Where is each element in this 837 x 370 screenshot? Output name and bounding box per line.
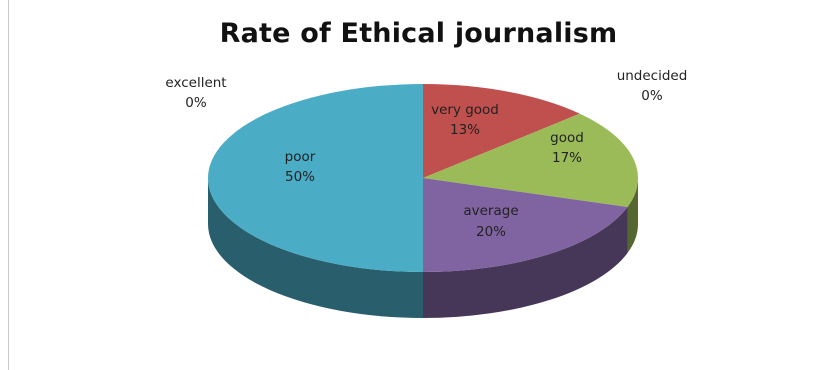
slice-value-undecided: 0% — [641, 88, 663, 104]
left-border-rule — [8, 0, 9, 370]
slice-label-very-good: very good — [431, 102, 499, 118]
pie-side-average — [423, 207, 628, 318]
slice-label-poor: poor — [285, 149, 316, 165]
slice-value-excellent: 0% — [185, 95, 207, 111]
slice-label-excellent: excellent — [165, 75, 226, 91]
pie-slice-average — [423, 178, 628, 272]
pie-side-walls — [208, 178, 638, 318]
pie-slice-good — [423, 113, 638, 208]
slice-label-average: average — [463, 203, 518, 219]
pie-side-poor — [208, 178, 423, 318]
slice-value-average: 20% — [476, 224, 506, 240]
chart-title: Rate of Ethical journalism — [219, 18, 618, 49]
slice-value-poor: 50% — [285, 169, 315, 185]
slice-value-very-good: 13% — [450, 122, 480, 138]
pie-slice-very-good — [423, 84, 580, 178]
slice-label-good: good — [550, 130, 584, 146]
pie-slice-poor — [208, 84, 423, 272]
slice-label-undecided: undecided — [617, 68, 688, 84]
pie-labels: very good 13% good 17% average 20% poor 50% exce… — [165, 68, 687, 240]
slice-value-good: 17% — [552, 150, 582, 166]
pie-slices — [208, 84, 638, 272]
pie-side-good — [627, 178, 638, 254]
